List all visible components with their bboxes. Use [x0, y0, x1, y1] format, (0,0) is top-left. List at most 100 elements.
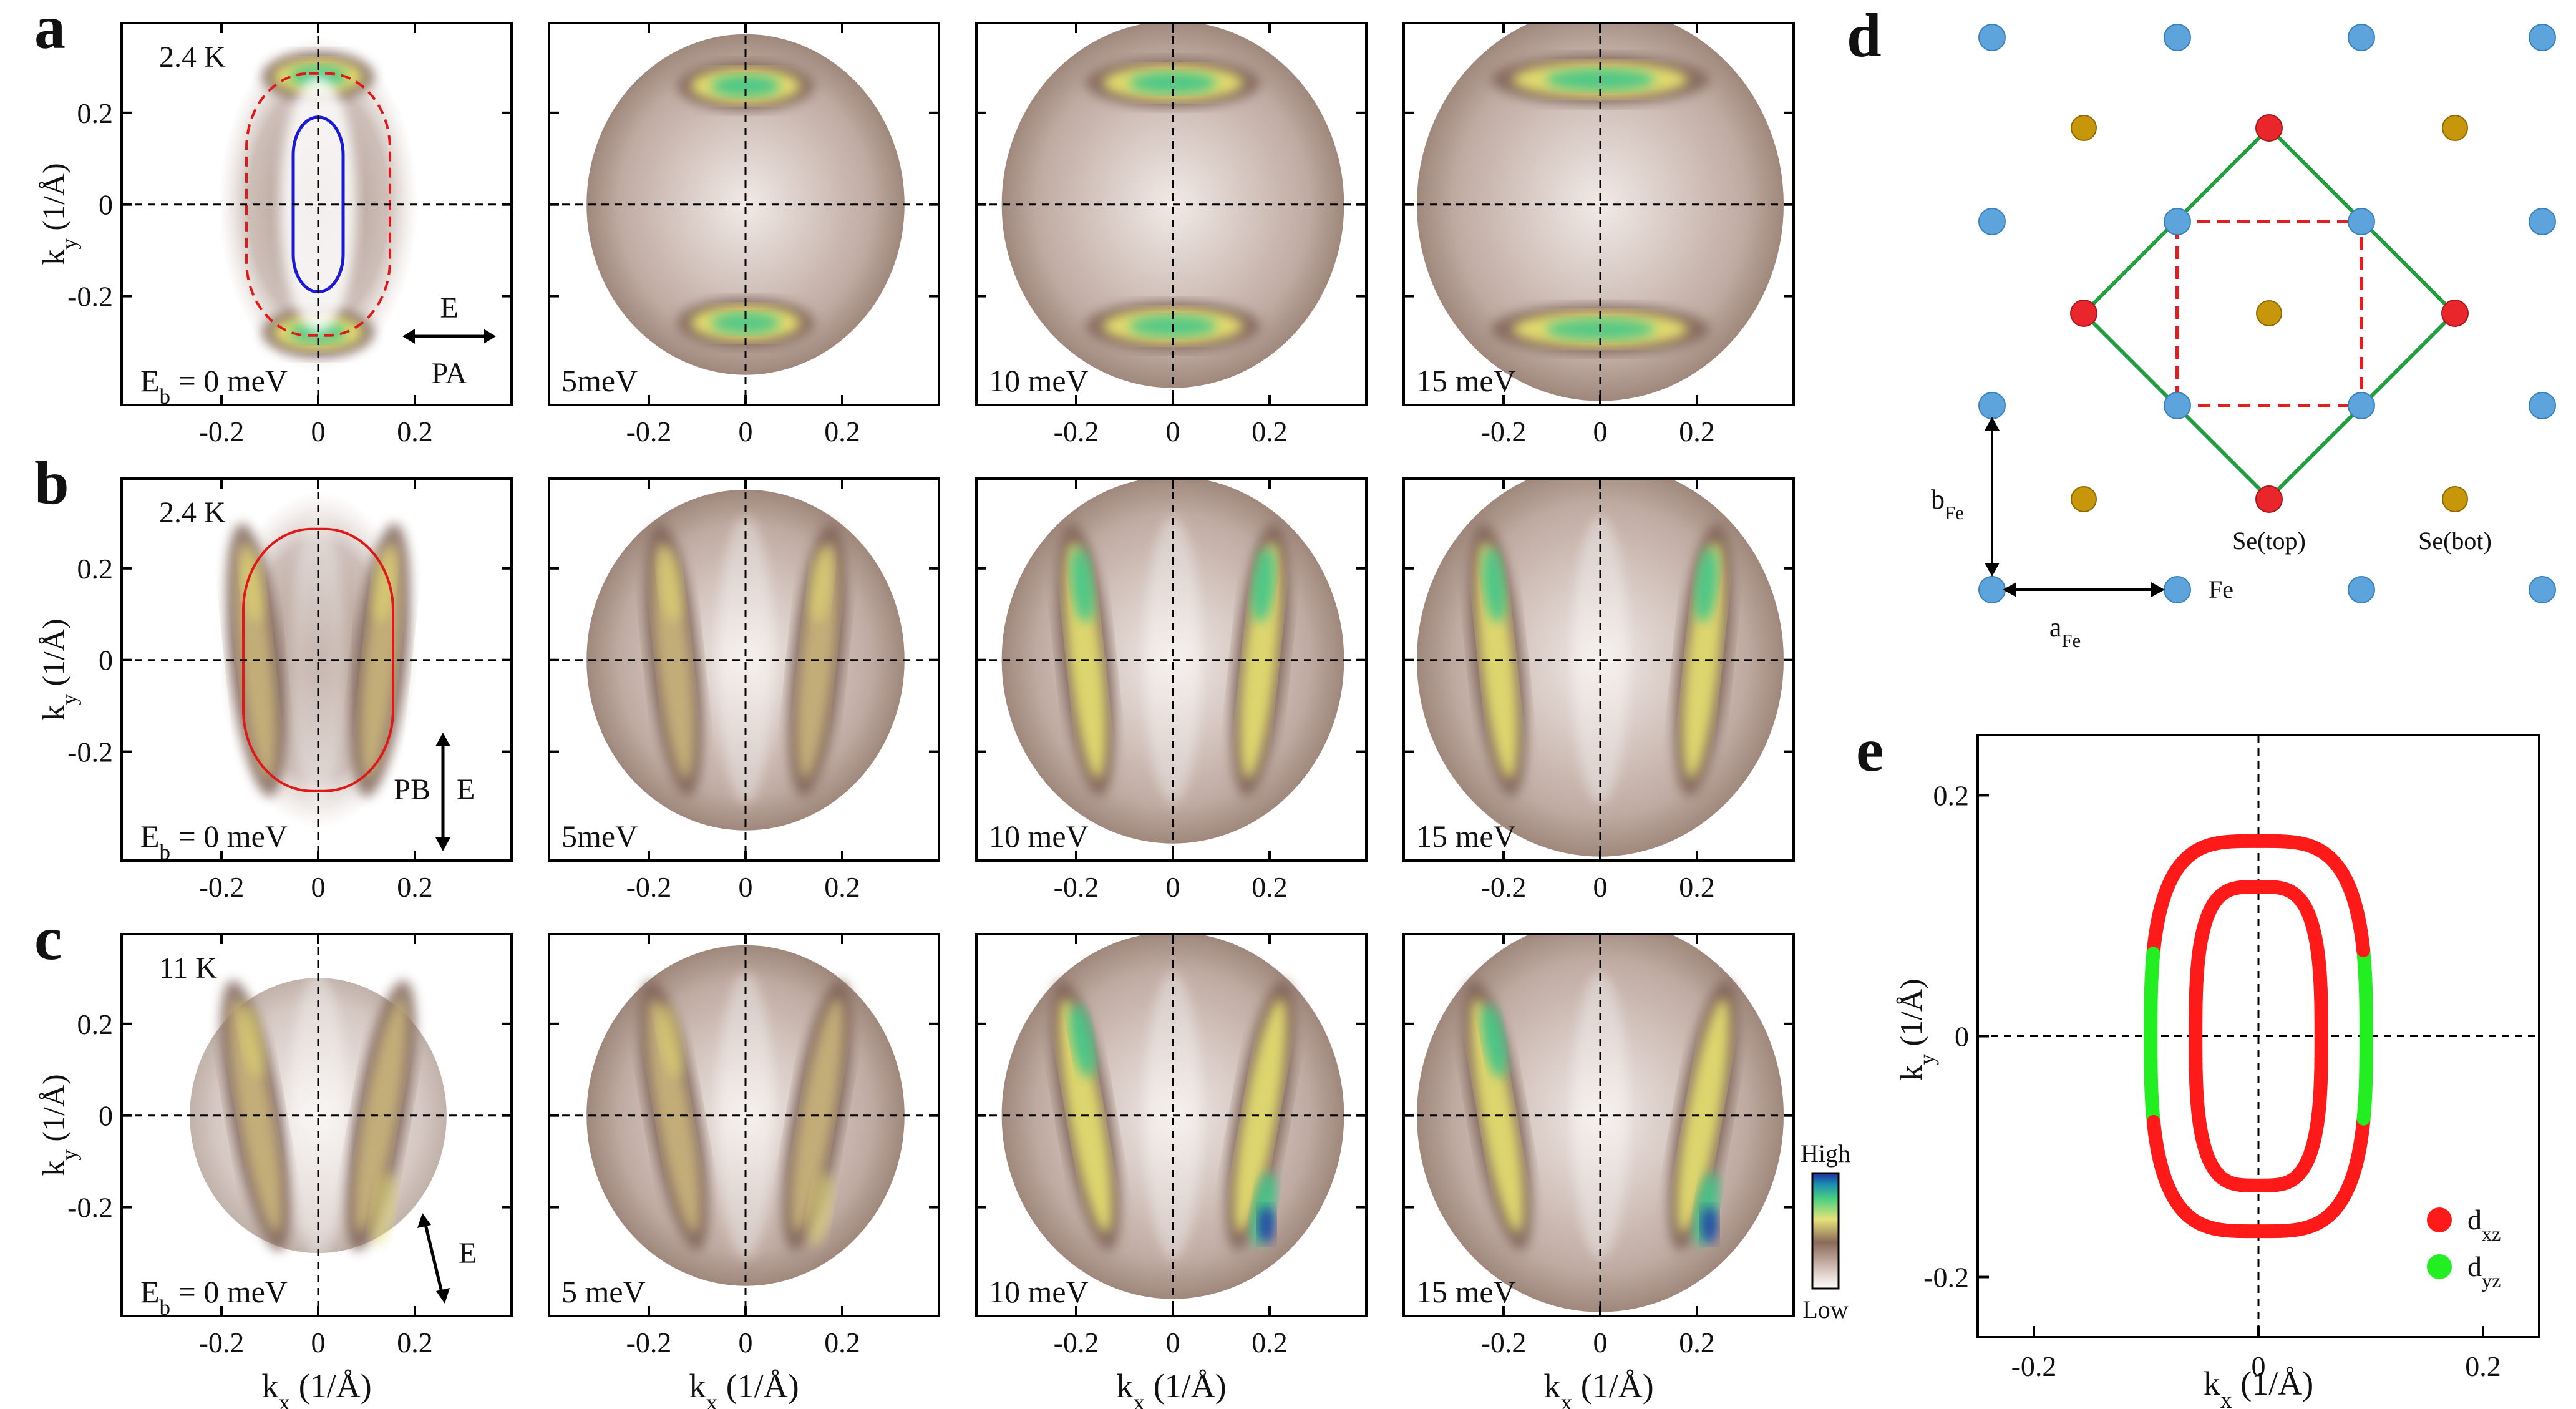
- x-axis-label-sub: x: [706, 1390, 717, 1409]
- x-tick-label: -0.2: [199, 871, 245, 903]
- x-axis-label: kx (1/Å): [261, 1367, 371, 1409]
- panel-frame: [975, 22, 1368, 406]
- energy-label: 10 meV: [989, 819, 1089, 854]
- x-tick-label: -0.2: [2011, 1350, 2057, 1382]
- panel-frame: [120, 933, 513, 1317]
- y-axis-label-sub: y: [57, 1149, 81, 1161]
- energy-label: Eb = 0 meV: [140, 1274, 288, 1320]
- arpes-panel-b-2: -0.2 0 0.2 5meV: [548, 477, 940, 903]
- panel-intensity: [1001, 934, 1344, 1299]
- x-axis-label-rest: (1/Å): [1572, 1367, 1653, 1405]
- se-top-atom: [2441, 300, 2469, 327]
- energy-label: 15 meV: [1416, 819, 1516, 854]
- band-left-core: [658, 1003, 684, 1078]
- fe-atom: [1978, 24, 2006, 51]
- x-tick-label: 0: [1166, 871, 1180, 903]
- energy-label: Eb = 0 meV: [140, 819, 288, 864]
- band-left-core: [240, 1003, 266, 1078]
- arpes-panel-a-2: -0.2 0 0.2 5meV: [548, 22, 940, 447]
- arpes-panel-b-4: -0.2 0 0.2 15 meV: [1402, 477, 1795, 903]
- fe-atom: [2529, 392, 2556, 419]
- x-tick-label: 0.2: [397, 871, 433, 903]
- band-right-core: [371, 1172, 397, 1246]
- legend-marker-1: [2427, 1254, 2452, 1279]
- energy-label: Eb = 0 meV: [140, 363, 288, 409]
- x-tick-label: 0.2: [824, 871, 860, 903]
- x-tick-label: 0: [1593, 871, 1608, 903]
- y-tick-label: -0.2: [67, 1192, 113, 1224]
- panel-frame: [120, 477, 513, 862]
- fe-atom: [2348, 576, 2375, 603]
- x-axis-label-main: k: [2204, 1365, 2220, 1402]
- legend-label-1-main: d: [2467, 1251, 2482, 1282]
- x-tick-label: 0.2: [397, 416, 433, 447]
- se-bot-atom: [2071, 115, 2097, 141]
- legend-label-0-main: d: [2467, 1204, 2482, 1236]
- y-axis-label: ky (1/Å): [36, 618, 82, 720]
- x-tick-label: 0: [1593, 1327, 1608, 1358]
- x-tick-label: -0.2: [1054, 416, 1099, 447]
- x-tick-label: 0: [2252, 1350, 2266, 1382]
- a-fe-label-main: a: [2049, 612, 2062, 643]
- y-axis-label-main: k: [36, 705, 71, 721]
- band-left-core: [1482, 547, 1506, 623]
- pol-label: PA: [432, 357, 467, 390]
- intensity-peak: [1258, 1206, 1275, 1244]
- x-tick-label: 0.2: [824, 1327, 860, 1358]
- x-tick-label: 0.2: [1679, 871, 1715, 903]
- se-top-atom: [2255, 485, 2283, 513]
- se-top-atom: [2255, 114, 2283, 142]
- fe-atom: [2348, 24, 2375, 51]
- fe-atom: [2348, 392, 2375, 419]
- intensity-peak: [1701, 1206, 1718, 1244]
- pol-e-label: E: [457, 773, 475, 806]
- x-tick-label: 0: [739, 416, 753, 447]
- colorbar-low-label: Low: [1802, 1295, 1848, 1324]
- se-bot-atom: [2256, 300, 2282, 326]
- panel-frame: [1402, 22, 1795, 406]
- arpes-panel-a-3: -0.2 0 0.2 10 meV: [975, 22, 1368, 447]
- x-tick-label: -0.2: [1054, 1327, 1099, 1358]
- x-axis-label-sub: x: [278, 1390, 290, 1409]
- pol-label: PB: [394, 773, 430, 806]
- legend-label-0-sub: xz: [2482, 1222, 2501, 1245]
- b-fe-label-main: b: [1931, 484, 1945, 515]
- temperature-label: 2.4 K: [159, 496, 226, 529]
- y-axis-label-main: k: [36, 250, 71, 265]
- energy-label: 15 meV: [1416, 1274, 1516, 1309]
- panel-frame: [1402, 477, 1795, 862]
- y-tick-label: 0: [99, 189, 113, 221]
- panel-intensity: [1001, 479, 1344, 844]
- y-tick-label: 0.2: [77, 97, 114, 129]
- x-axis-label-rest: (1/Å): [290, 1367, 371, 1405]
- fe-label: Fe: [2209, 575, 2233, 603]
- y-tick-label: 0.2: [1933, 780, 1970, 812]
- x-tick-label: 0: [739, 871, 753, 903]
- x-axis-label: kx (1/Å): [1116, 1367, 1226, 1409]
- fe-atom: [2164, 576, 2191, 603]
- pol-e-label: E: [459, 1237, 477, 1270]
- panel-frame: [120, 22, 513, 406]
- x-tick-label: 0.2: [1679, 416, 1715, 447]
- se-top-atom: [2070, 300, 2097, 327]
- y-tick-label: -0.2: [67, 281, 113, 313]
- x-axis-label-rest: (1/Å): [2232, 1365, 2313, 1402]
- energy-label: 5meV: [561, 363, 638, 398]
- arpes-panel-a-4: -0.2 0 0.2 15 meV: [1402, 22, 1795, 447]
- fe-atom: [1978, 576, 2006, 603]
- y-axis-label: ky (1/Å): [36, 163, 82, 265]
- x-tick-label: 0: [739, 1327, 753, 1358]
- panel-letter: a: [34, 0, 66, 62]
- energy-label-sub: b: [160, 840, 171, 864]
- arrow-heads: [435, 733, 450, 851]
- se-bot-label: Se(bot): [2418, 527, 2492, 555]
- arpes-panel-b-3: -0.2 0 0.2 10 meV: [975, 477, 1368, 903]
- arpes-panel-c-2: -0.2 0 0.2 5 meV kx (1/Å): [548, 933, 940, 1409]
- energy-label-main: E: [140, 1274, 160, 1309]
- fe-atom: [2164, 208, 2191, 235]
- arc-top-core: [711, 74, 780, 97]
- x-tick-label: 0.2: [2465, 1350, 2501, 1382]
- a-fe-label: aFe: [2049, 612, 2081, 651]
